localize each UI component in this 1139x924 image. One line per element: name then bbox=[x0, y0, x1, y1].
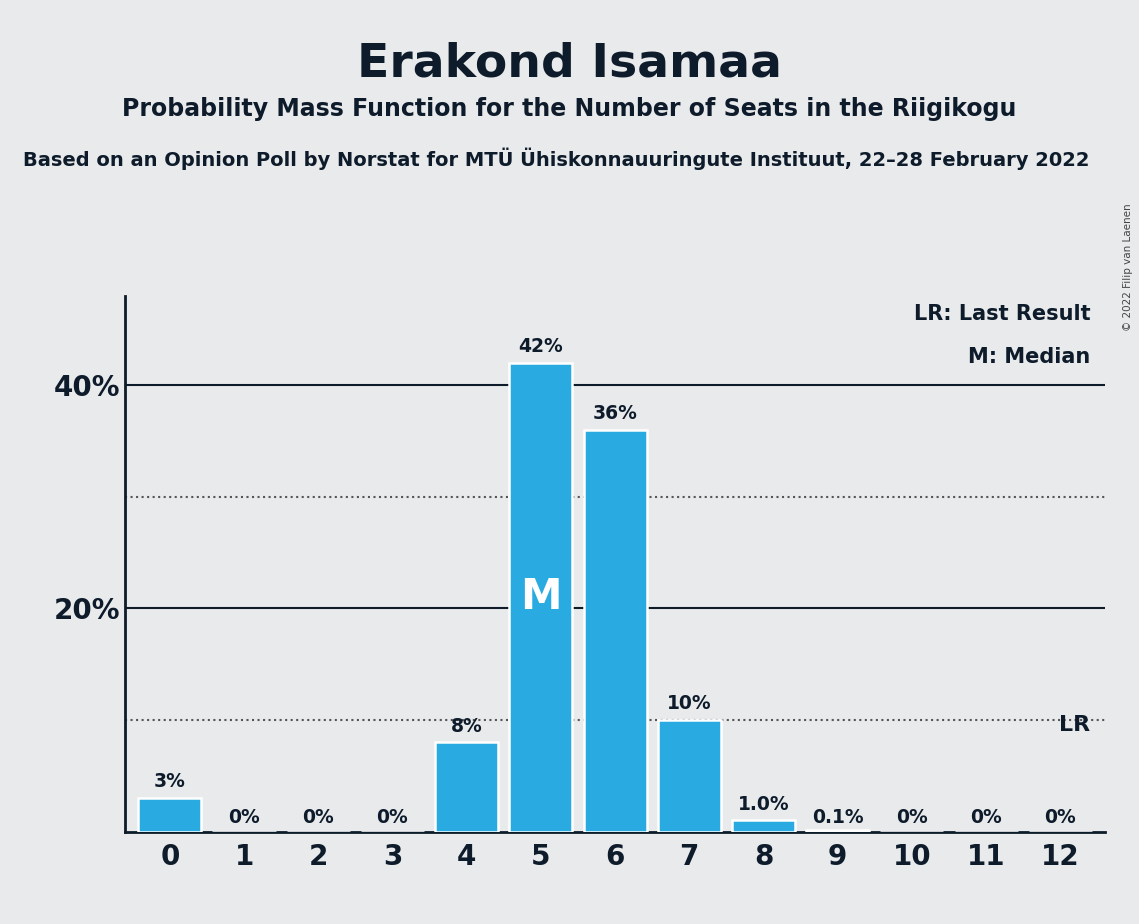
Bar bbox=[138, 798, 202, 832]
Text: 0%: 0% bbox=[896, 808, 928, 827]
Bar bbox=[435, 742, 498, 832]
Bar bbox=[583, 430, 647, 832]
Text: 0%: 0% bbox=[377, 808, 408, 827]
Bar bbox=[509, 362, 573, 832]
Text: 0.1%: 0.1% bbox=[812, 808, 863, 827]
Text: 42%: 42% bbox=[518, 337, 563, 356]
Text: 0%: 0% bbox=[970, 808, 1002, 827]
Text: M: Median: M: Median bbox=[968, 346, 1090, 367]
Text: Erakond Isamaa: Erakond Isamaa bbox=[357, 42, 782, 87]
Text: LR: Last Result: LR: Last Result bbox=[913, 304, 1090, 323]
Text: 0%: 0% bbox=[302, 808, 334, 827]
Text: M: M bbox=[521, 577, 562, 618]
Bar bbox=[806, 831, 869, 832]
Text: © 2022 Filip van Laenen: © 2022 Filip van Laenen bbox=[1123, 203, 1133, 331]
Text: Based on an Opinion Poll by Norstat for MTÜ Ühiskonnauuringute Instituut, 22–28 : Based on an Opinion Poll by Norstat for … bbox=[23, 148, 1089, 170]
Bar bbox=[657, 720, 721, 832]
Text: 36%: 36% bbox=[592, 404, 638, 423]
Text: 0%: 0% bbox=[1044, 808, 1076, 827]
Text: 1.0%: 1.0% bbox=[738, 795, 789, 814]
Text: LR: LR bbox=[1059, 715, 1090, 736]
Text: 10%: 10% bbox=[667, 694, 712, 713]
Text: Probability Mass Function for the Number of Seats in the Riigikogu: Probability Mass Function for the Number… bbox=[122, 97, 1017, 121]
Text: 3%: 3% bbox=[154, 772, 186, 791]
Text: 0%: 0% bbox=[228, 808, 260, 827]
Bar bbox=[732, 821, 795, 832]
Text: 8%: 8% bbox=[451, 717, 483, 736]
